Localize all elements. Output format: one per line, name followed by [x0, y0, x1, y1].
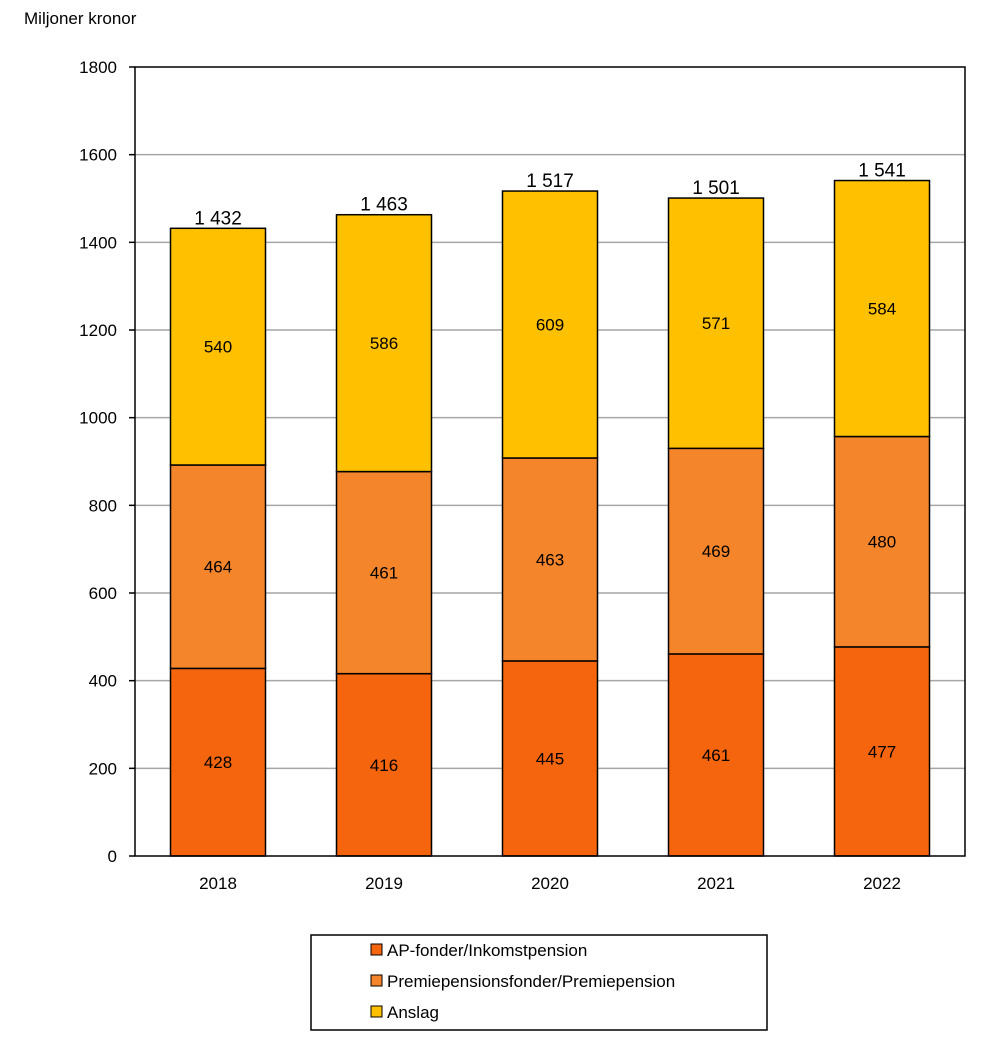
segment-value-label: 609 [536, 316, 564, 335]
legend-label: Anslag [387, 1003, 439, 1022]
total-value-label: 1 541 [858, 161, 906, 182]
bar-segment [335, 672, 433, 857]
bar-segment [501, 190, 599, 459]
legend-label: Premiepensionsfonder/Premiepension [387, 972, 675, 991]
bars [169, 179, 931, 857]
segment-value-label: 480 [868, 533, 896, 552]
plot-area-frame [134, 66, 966, 857]
bar-segment [667, 653, 765, 857]
bar-segment [501, 457, 599, 662]
segment-value-label: 540 [204, 338, 232, 357]
bar-segment [833, 179, 931, 438]
segment-value-label: 469 [702, 542, 730, 561]
bar-segment [833, 646, 931, 857]
bar-segment [335, 213, 433, 473]
total-value-label: 1 501 [692, 178, 740, 199]
legend-frame [310, 934, 768, 1031]
bar-segment [667, 197, 765, 450]
legend-swatch [370, 1005, 383, 1018]
segment-labels: 428 464 540 416 461 586 445 463 609 461 469 571 477 4… [204, 300, 896, 775]
bar-segment [833, 435, 931, 648]
legend-swatch [370, 943, 383, 956]
x-tick-label: 2019 [365, 874, 403, 893]
segment-value-label: 416 [370, 756, 398, 775]
segment-value-label: 461 [702, 746, 730, 765]
bar-segment [335, 470, 433, 675]
total-value-label: 1 517 [526, 171, 574, 192]
segment-value-label: 463 [536, 550, 564, 569]
segment-value-label: 461 [370, 564, 398, 583]
segment-value-label: 428 [204, 753, 232, 772]
segment-value-label: 571 [702, 314, 730, 333]
x-tick-label: 2022 [863, 874, 901, 893]
y-axis-label: Miljoner kronor [24, 9, 137, 28]
legend-label: AP-fonder/Inkomstpension [387, 941, 587, 960]
bar-segment [501, 660, 599, 857]
segment-value-label: 477 [868, 742, 896, 761]
total-labels: 1 432 1 463 1 517 1 501 1 541 [194, 161, 906, 230]
x-tick-label: 2021 [697, 874, 735, 893]
y-tick-label: 1400 [79, 233, 117, 252]
y-tick-label: 0 [108, 847, 117, 866]
x-tick-label: 2020 [531, 874, 569, 893]
y-axis-ticks: 0 200 400 600 800 1000 1200 1400 1600 1800 [79, 58, 135, 866]
y-tick-label: 1800 [79, 58, 117, 77]
segment-value-label: 586 [370, 334, 398, 353]
x-tick-label: 2018 [199, 874, 237, 893]
bar-segment [667, 447, 765, 655]
total-value-label: 1 463 [360, 195, 408, 216]
y-tick-label: 1000 [79, 409, 117, 428]
legend: AP-fonder/Inkomstpension Premiepensionsfo… [310, 934, 768, 1031]
y-tick-label: 1600 [79, 146, 117, 165]
y-tick-label: 200 [89, 759, 117, 778]
x-axis-ticks: 2018 2019 2020 2021 2022 [199, 874, 901, 893]
y-tick-label: 800 [89, 496, 117, 515]
segment-value-label: 584 [868, 300, 896, 319]
y-tick-label: 400 [89, 672, 117, 691]
segment-value-label: 445 [536, 749, 564, 768]
legend-swatch [370, 974, 383, 987]
y-tick-label: 600 [89, 584, 117, 603]
bar-segment [169, 227, 267, 466]
segment-value-label: 464 [204, 558, 232, 577]
total-value-label: 1 432 [194, 208, 242, 229]
y-tick-label: 1200 [79, 321, 117, 340]
